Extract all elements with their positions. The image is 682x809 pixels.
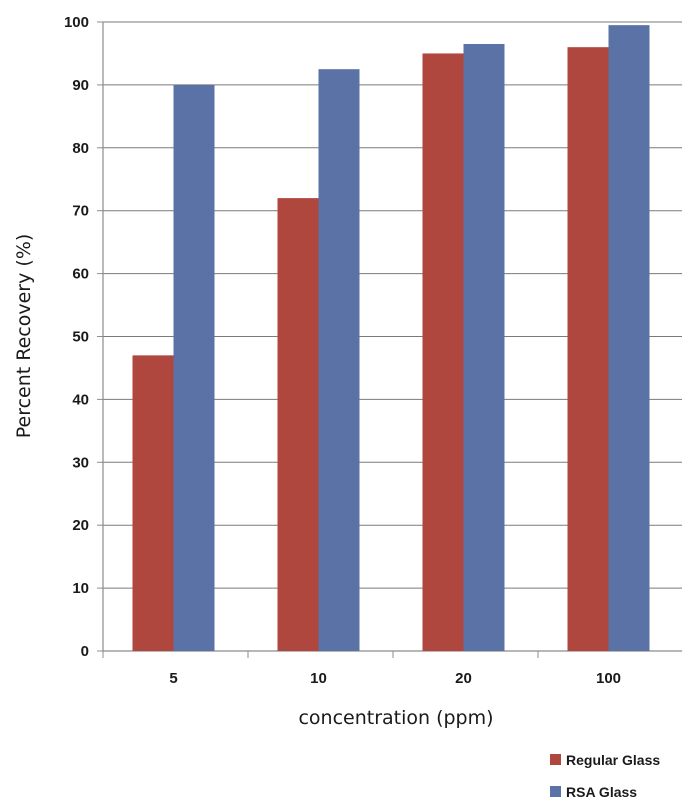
bar-regular-glass-10: [277, 198, 319, 651]
y-tick-label: 80: [72, 140, 89, 157]
legend-label: RSA Glass: [566, 784, 637, 800]
bar-rsa-glass-5: [173, 84, 215, 651]
y-tick-label: 0: [81, 643, 89, 660]
bar-rsa-glass-10: [318, 69, 360, 652]
legend-swatch: [550, 786, 561, 797]
y-ticks: 0 10 20 30 40 50 60 70 80 90 100: [64, 14, 103, 660]
y-tick-label: 30: [72, 454, 89, 471]
y-tick-label: 100: [64, 14, 89, 31]
x-tick-label: 20: [455, 670, 472, 687]
y-tick-label: 60: [72, 266, 89, 283]
y-axis-title: Percent Recovery (%): [13, 234, 35, 439]
y-tick-label: 90: [72, 77, 89, 94]
bars: [132, 25, 650, 652]
y-tick-label: 20: [72, 517, 89, 534]
x-tick-label: 100: [596, 670, 621, 687]
bar-regular-glass-20: [422, 53, 464, 651]
bar-regular-glass-5: [132, 355, 174, 651]
bar-regular-glass-100: [567, 47, 609, 652]
bar-rsa-glass-20: [463, 44, 505, 651]
y-tick-label: 70: [72, 203, 89, 220]
x-tick-label: 10: [310, 670, 327, 687]
y-tick-label: 10: [72, 580, 89, 597]
legend: Regular Glass RSA Glass: [550, 752, 660, 800]
x-tick-label: 5: [169, 670, 177, 687]
y-tick-label: 50: [72, 329, 89, 346]
legend-swatch: [550, 754, 561, 765]
y-tick-label: 40: [72, 391, 89, 408]
x-axis-title: concentration (ppm): [298, 707, 493, 729]
bar-rsa-glass-100: [608, 25, 650, 651]
x-ticks: 5 10 20 100: [102, 651, 621, 687]
legend-label: Regular Glass: [566, 752, 660, 768]
